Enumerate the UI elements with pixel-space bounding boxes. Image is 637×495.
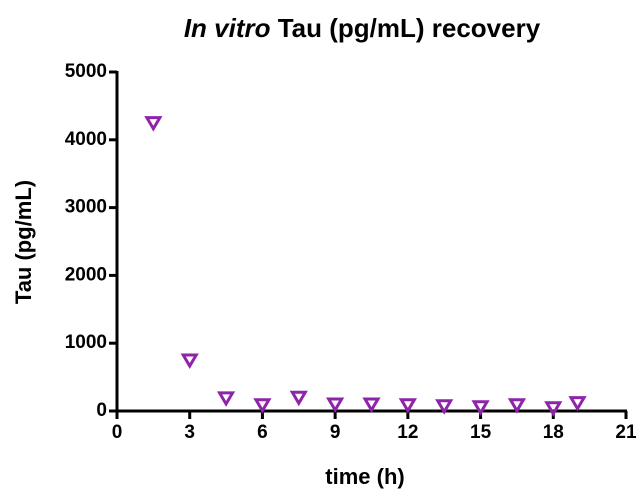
x-tick-label: 6 (257, 422, 268, 443)
x-tick-label: 3 (184, 422, 195, 443)
y-tick-label: 2000 (65, 264, 107, 285)
data-point (544, 401, 563, 417)
title-italic: In vitro (184, 13, 271, 43)
data-point (507, 398, 527, 414)
x-tick-label: 0 (112, 422, 123, 443)
data-point (216, 391, 236, 407)
data-point (362, 397, 381, 414)
y-axis-label: Tau (pg/mL) (11, 180, 36, 304)
x-tick-label: 15 (470, 422, 492, 443)
data-point (326, 397, 345, 414)
chart-title: In vitro Tau (pg/mL) recovery (184, 13, 541, 43)
data-point (398, 398, 417, 414)
y-tick-label: 4000 (65, 129, 107, 150)
y-tick-label: 0 (96, 400, 107, 421)
data-point (568, 396, 587, 412)
y-tick-label: 1000 (65, 332, 107, 353)
x-tick-label: 18 (543, 422, 564, 443)
data-point (180, 353, 199, 369)
data-point (144, 116, 163, 132)
data-point (289, 390, 308, 407)
x-tick-label: 12 (397, 422, 418, 443)
x-tick-label: 21 (615, 422, 637, 443)
y-tick-label: 5000 (65, 61, 107, 82)
data-point (253, 398, 272, 414)
y-tick-label: 3000 (65, 197, 107, 218)
x-tick-label: 9 (330, 422, 341, 443)
title-rest: Tau (pg/mL) recovery (278, 13, 541, 43)
data-point (471, 400, 490, 416)
x-axis-label: time (h) (325, 464, 404, 489)
data-point (435, 399, 454, 415)
